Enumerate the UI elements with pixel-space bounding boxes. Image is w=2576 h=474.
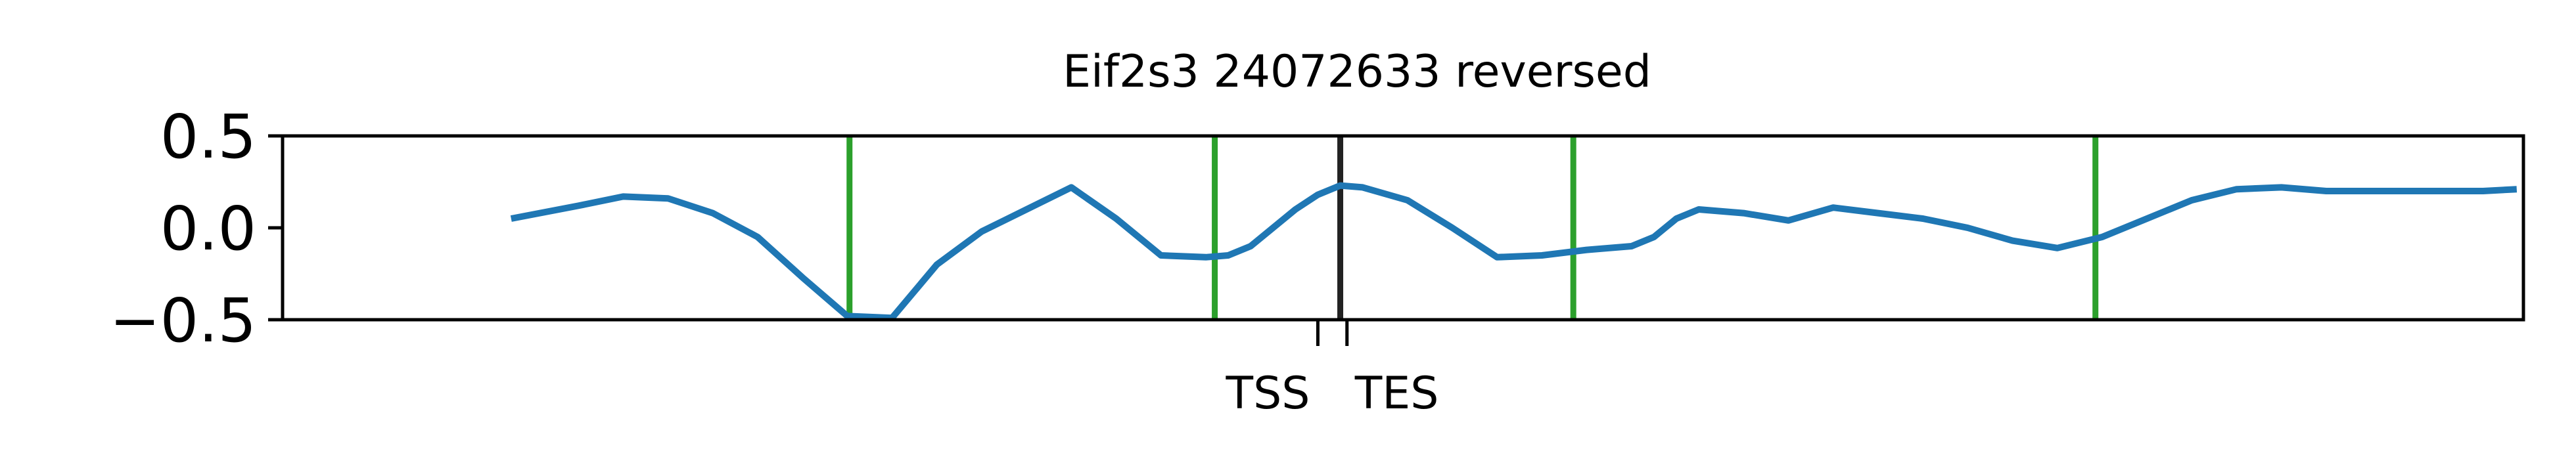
y-axis: 0.5 0.0 −0.5 — [110, 102, 283, 356]
x-tick-label-2: TES — [1354, 368, 1439, 420]
vertical-lines — [846, 136, 2099, 320]
y-tick-label-1: 0.5 — [160, 102, 256, 172]
x-axis: TSS TES — [1226, 320, 1439, 420]
y-tick-label-3: −0.5 — [110, 286, 256, 356]
series-lines — [510, 182, 2518, 322]
series-line-1 — [510, 182, 2518, 322]
chart-title: Eif2s3 24072633 reversed — [1063, 46, 1651, 98]
y-tick-label-2: 0.0 — [160, 194, 256, 264]
x-tick-label-1: TSS — [1226, 368, 1310, 420]
